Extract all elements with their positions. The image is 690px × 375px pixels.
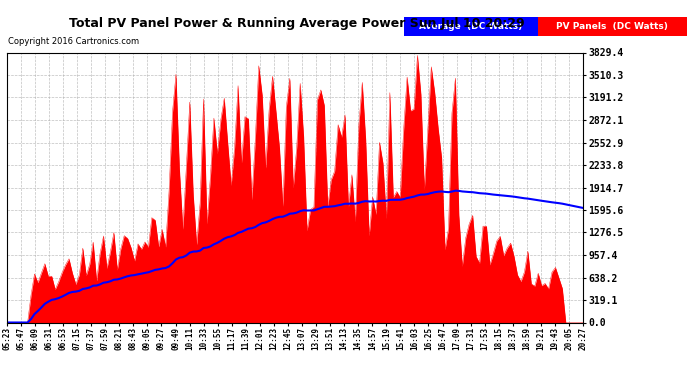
Text: PV Panels  (DC Watts): PV Panels (DC Watts) [556, 22, 669, 31]
Text: Copyright 2016 Cartronics.com: Copyright 2016 Cartronics.com [8, 38, 139, 46]
Text: Total PV Panel Power & Running Average Power Sun Jul 10 20:29: Total PV Panel Power & Running Average P… [69, 17, 524, 30]
Text: Average  (DC Watts): Average (DC Watts) [420, 22, 522, 31]
